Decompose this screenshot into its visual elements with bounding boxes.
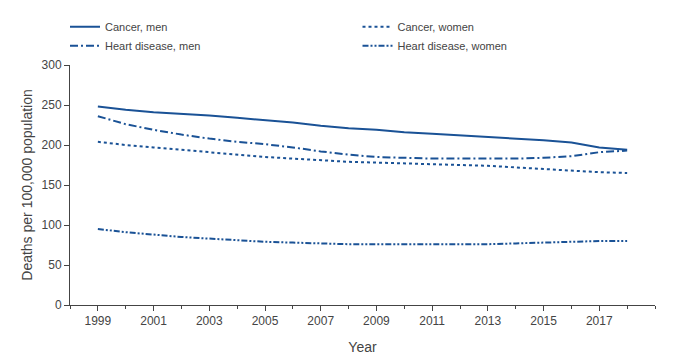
svg-text:250: 250 [42,98,62,112]
svg-text:2013: 2013 [475,314,502,328]
svg-text:2009: 2009 [363,314,390,328]
svg-text:2015: 2015 [530,314,557,328]
svg-text:1999: 1999 [85,314,112,328]
svg-text:Cancer, men: Cancer, men [105,21,167,33]
svg-text:2007: 2007 [307,314,334,328]
svg-text:200: 200 [42,138,62,152]
svg-text:Heart disease, men: Heart disease, men [105,40,200,52]
svg-text:Year: Year [348,339,377,355]
svg-text:2005: 2005 [252,314,279,328]
svg-text:50: 50 [48,258,62,272]
svg-text:Cancer, women: Cancer, women [398,21,474,33]
svg-text:Deaths per 100,000 population: Deaths per 100,000 population [19,89,35,280]
svg-text:Heart disease, women: Heart disease, women [398,40,507,52]
svg-text:100: 100 [42,218,62,232]
svg-text:300: 300 [42,58,62,72]
svg-text:2011: 2011 [419,314,445,328]
svg-text:2017: 2017 [586,314,613,328]
svg-text:0: 0 [55,298,62,312]
svg-text:2001: 2001 [140,314,167,328]
svg-text:150: 150 [42,178,62,192]
svg-text:2003: 2003 [196,314,223,328]
